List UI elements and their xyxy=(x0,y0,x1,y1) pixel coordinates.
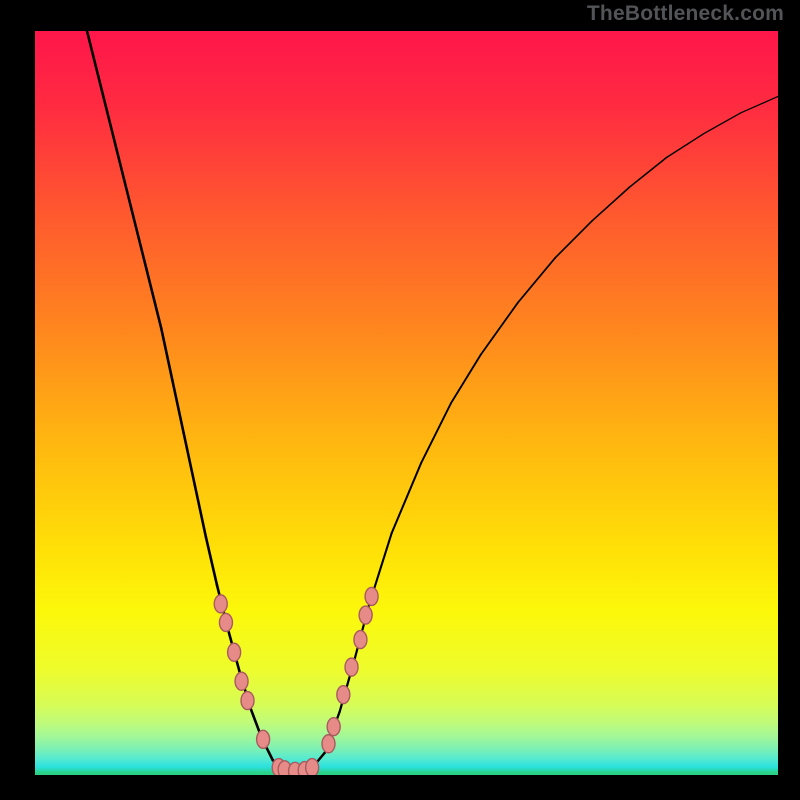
marker-point xyxy=(228,643,241,661)
marker-point xyxy=(322,735,335,753)
watermark-text: TheBottleneck.com xyxy=(587,2,784,26)
gradient-background xyxy=(35,31,778,775)
marker-point xyxy=(327,718,340,736)
marker-point xyxy=(235,672,248,690)
marker-point xyxy=(359,606,372,624)
marker-point xyxy=(241,692,254,710)
marker-point xyxy=(365,587,378,605)
marker-point xyxy=(306,759,319,775)
marker-point xyxy=(337,686,350,704)
marker-point xyxy=(257,730,270,748)
marker-point xyxy=(219,613,232,631)
chart-svg xyxy=(35,31,778,775)
marker-point xyxy=(354,631,367,649)
stage: TheBottleneck.com xyxy=(0,0,800,800)
marker-point xyxy=(345,658,358,676)
marker-point xyxy=(214,595,227,613)
